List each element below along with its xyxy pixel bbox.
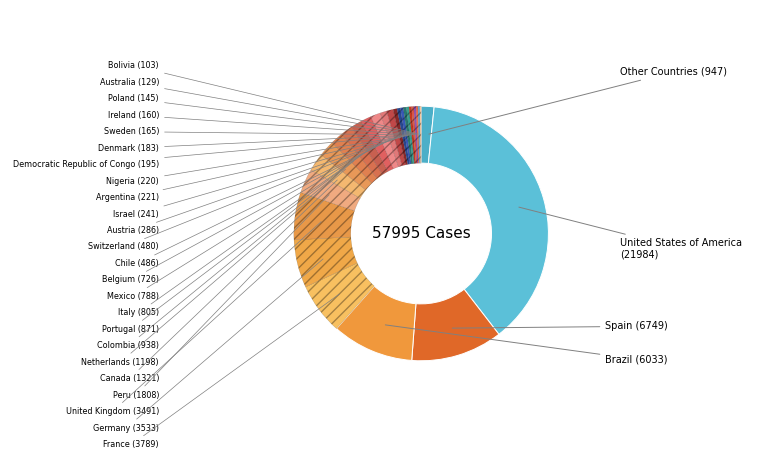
Wedge shape <box>342 127 383 178</box>
Text: 57995 Cases: 57995 Cases <box>372 226 470 241</box>
Wedge shape <box>412 289 499 361</box>
Text: France (3789): France (3789) <box>103 294 340 449</box>
Text: Australia (129): Australia (129) <box>100 78 416 134</box>
Text: Canada (1321): Canada (1321) <box>100 180 337 383</box>
Text: Democratic Republic of Congo (195): Democratic Republic of Congo (195) <box>13 135 408 169</box>
Wedge shape <box>321 142 372 190</box>
Wedge shape <box>387 109 406 166</box>
Text: Chile (486): Chile (486) <box>116 140 389 268</box>
Wedge shape <box>294 237 357 287</box>
Text: Netherlands (1198): Netherlands (1198) <box>81 169 346 367</box>
Wedge shape <box>306 263 375 329</box>
Text: Argentina (221): Argentina (221) <box>96 136 404 202</box>
Wedge shape <box>421 106 434 163</box>
Text: Austria (286): Austria (286) <box>107 138 398 235</box>
Wedge shape <box>411 106 417 163</box>
Text: United States of America
(21984): United States of America (21984) <box>519 207 743 259</box>
Wedge shape <box>337 286 416 361</box>
Text: Nigeria (220): Nigeria (220) <box>106 136 406 185</box>
Text: Ireland (160): Ireland (160) <box>108 111 413 134</box>
Wedge shape <box>380 111 402 167</box>
Text: Other Countries (947): Other Countries (947) <box>429 67 727 134</box>
Text: Belgium (726): Belgium (726) <box>102 142 383 284</box>
Wedge shape <box>420 106 421 163</box>
Wedge shape <box>352 121 388 175</box>
Wedge shape <box>401 107 411 164</box>
Text: Poland (145): Poland (145) <box>109 94 415 134</box>
Text: United Kingdom (3491): United Kingdom (3491) <box>65 222 321 416</box>
Wedge shape <box>311 155 366 198</box>
Wedge shape <box>393 108 408 165</box>
Wedge shape <box>407 107 414 163</box>
Text: Portugal (871): Portugal (871) <box>102 155 361 334</box>
Text: Israel (241): Israel (241) <box>113 137 401 219</box>
Text: Colombia (938): Colombia (938) <box>97 161 353 350</box>
Text: Switzerland (480): Switzerland (480) <box>88 139 394 251</box>
Wedge shape <box>397 108 410 164</box>
Wedge shape <box>413 106 418 163</box>
Text: Peru (1808): Peru (1808) <box>112 195 329 400</box>
Text: Sweden (165): Sweden (165) <box>103 127 412 136</box>
Text: Germany (3533): Germany (3533) <box>93 259 323 432</box>
Text: Denmark (183): Denmark (183) <box>98 135 410 153</box>
Wedge shape <box>361 117 394 171</box>
Wedge shape <box>418 106 420 163</box>
Text: Brazil (6033): Brazil (6033) <box>385 325 668 364</box>
Wedge shape <box>294 192 354 240</box>
Text: Mexico (788): Mexico (788) <box>107 146 376 301</box>
Text: Spain (6749): Spain (6749) <box>452 321 668 332</box>
Wedge shape <box>429 107 549 334</box>
Text: Italy (805): Italy (805) <box>118 150 369 318</box>
Wedge shape <box>332 134 377 183</box>
Text: Bolivia (103): Bolivia (103) <box>109 61 418 134</box>
Wedge shape <box>416 106 420 163</box>
Wedge shape <box>301 170 360 211</box>
Wedge shape <box>409 106 416 163</box>
Wedge shape <box>404 107 413 164</box>
Wedge shape <box>371 113 398 169</box>
